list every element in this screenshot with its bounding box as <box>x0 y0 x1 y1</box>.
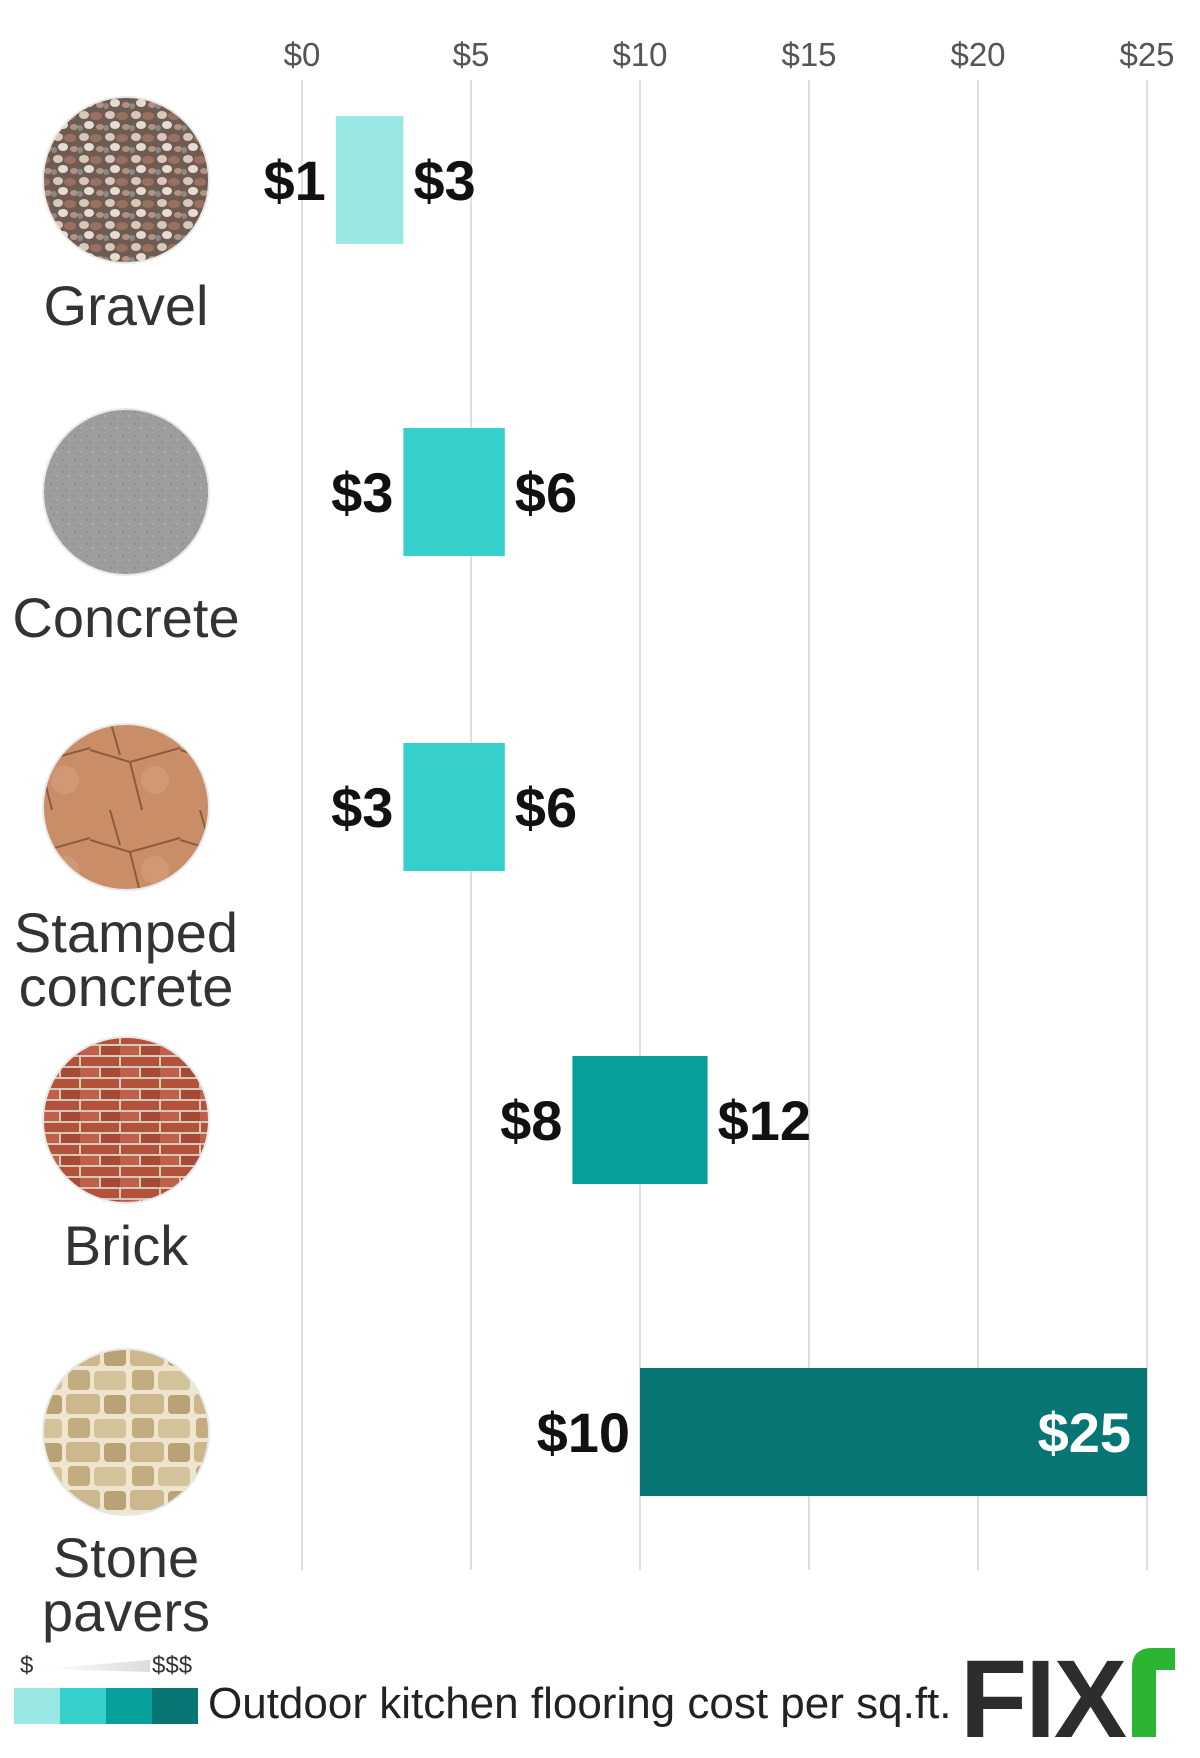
category-label: Stone <box>53 1526 199 1589</box>
fixr-logo-wordmark: FIX <box>960 1638 1127 1758</box>
category-row: Gravel $1 $3 <box>42 96 476 337</box>
legend-scale-low: $ <box>20 1652 33 1679</box>
range-bar <box>640 1368 1147 1496</box>
low-value-label: $3 <box>331 461 393 524</box>
legend-title: Outdoor kitchen flooring cost per sq.ft. <box>208 1679 952 1728</box>
range-bar <box>572 1056 708 1184</box>
high-value-label: $6 <box>515 461 577 524</box>
legend: $ $$$ Outdoor kitchen flooring cost per … <box>14 1652 952 1728</box>
category-row: Brick $8 $12 <box>42 1036 811 1277</box>
category-label: Gravel <box>44 274 209 337</box>
legend-swatches <box>14 1688 198 1724</box>
fixr-logo: FIX <box>960 1638 1175 1758</box>
low-value-label: $1 <box>264 149 326 212</box>
gridlines <box>301 80 1148 1570</box>
range-bar <box>403 743 505 871</box>
x-tick-label: $5 <box>453 36 490 73</box>
legend-swatch <box>14 1688 60 1724</box>
stamped-concrete-texture-icon <box>42 723 210 891</box>
legend-scale-high: $$$ <box>152 1652 192 1679</box>
high-value-label: $3 <box>413 149 475 212</box>
high-value-label: $25 <box>1038 1401 1131 1464</box>
legend-scale-ramp <box>40 1660 150 1672</box>
concrete-texture-icon <box>42 408 210 576</box>
x-axis-ticks: $0 $5 $10 $15 $20 $25 <box>284 36 1175 73</box>
category-label: pavers <box>42 1580 210 1643</box>
legend-swatch <box>60 1688 106 1724</box>
range-bar <box>335 116 404 244</box>
category-label: Concrete <box>12 586 239 649</box>
x-tick-label: $15 <box>781 36 836 73</box>
x-tick-label: $20 <box>950 36 1005 73</box>
low-value-label: $10 <box>537 1401 630 1464</box>
x-tick-label: $25 <box>1119 36 1174 73</box>
gravel-texture-icon <box>42 96 210 264</box>
category-label: Stamped <box>14 901 238 964</box>
high-value-label: $6 <box>515 776 577 839</box>
low-value-label: $3 <box>331 776 393 839</box>
stone-texture-icon <box>42 1348 210 1516</box>
high-value-label: $12 <box>718 1089 811 1152</box>
legend-swatch <box>106 1688 152 1724</box>
brick-texture-icon <box>42 1036 210 1204</box>
category-row: Concrete $3 $6 <box>12 408 577 649</box>
range-bar <box>403 428 505 556</box>
category-label: concrete <box>19 955 234 1018</box>
fixr-logo-r-icon <box>1132 1648 1175 1737</box>
low-value-label: $8 <box>500 1089 562 1152</box>
legend-swatch <box>152 1688 198 1724</box>
x-tick-label: $10 <box>612 36 667 73</box>
x-tick-label: $0 <box>284 36 321 73</box>
category-label: Brick <box>64 1214 189 1277</box>
